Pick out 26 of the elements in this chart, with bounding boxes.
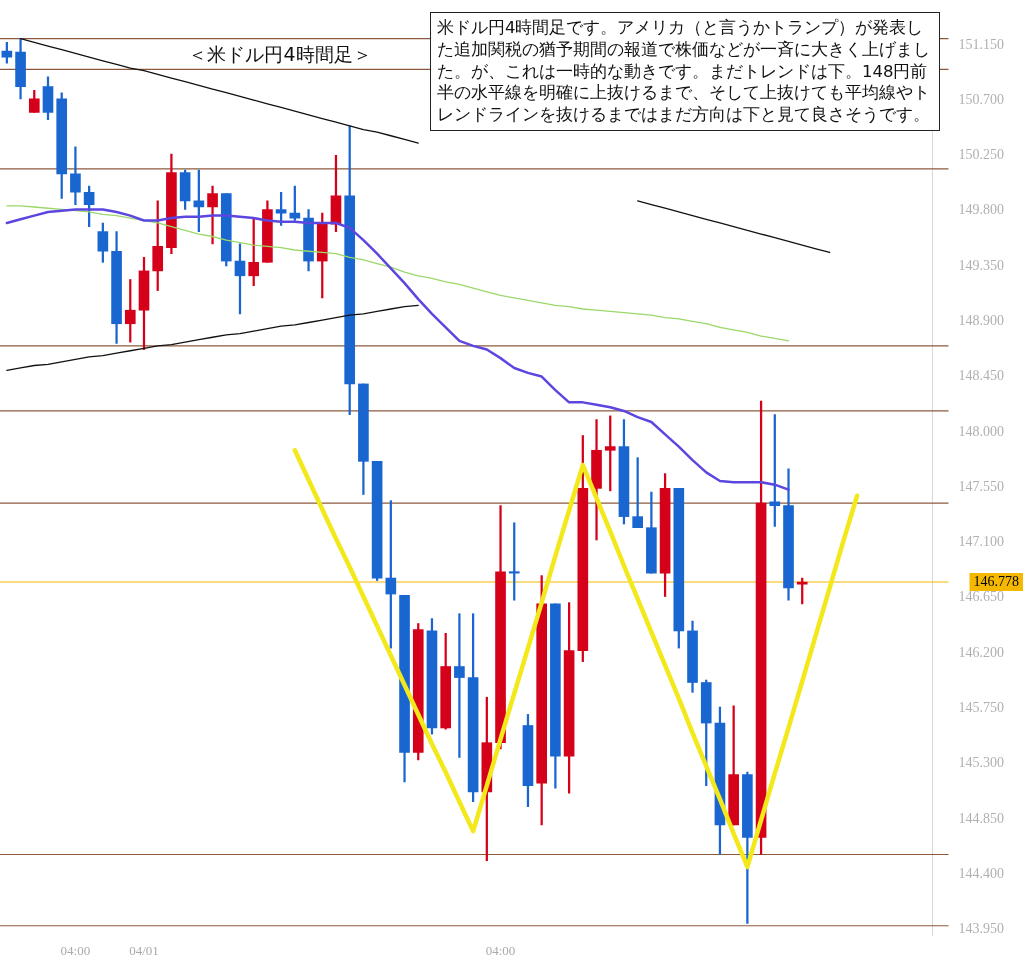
y-tick-label: 143.950 xyxy=(958,921,1004,937)
candlestick xyxy=(454,613,465,758)
y-tick-label: 149.800 xyxy=(958,202,1004,218)
y-tick-label: 148.000 xyxy=(958,423,1004,439)
candlestick xyxy=(70,146,81,205)
y-tick-label: 145.750 xyxy=(958,699,1004,715)
x-tick-label: 04:00 xyxy=(485,942,516,958)
note-box: 米ドル円4時間足です。アメリカ（と言うかトランプ）が発表した追加関税の猶予期間の報道で株価などが一斉に大きく上げました。が、これは一時的な動きです。まだトレンドは下。148円前半の水平線を明確に上抜けるまで、そして上抜けても平均線やトレンドラインを抜けるまではまだ方向は下と見て良さそうです。 xyxy=(430,12,940,131)
y-tick-label: 151.150 xyxy=(958,36,1004,52)
text: ＜米ドル円4時間足＞ xyxy=(188,43,372,66)
x-tick-label: 04/01 xyxy=(129,942,159,958)
y-tick-label: 147.550 xyxy=(958,478,1004,494)
y-tick-label: 147.100 xyxy=(958,534,1004,550)
y-tick-label: 148.900 xyxy=(958,312,1004,328)
y-tick-label: 146.200 xyxy=(958,644,1004,660)
y-tick-label: 144.400 xyxy=(958,865,1004,881)
y-tick-label: 148.450 xyxy=(958,368,1004,384)
y-tick-label: 149.350 xyxy=(958,257,1004,273)
y-tick-label: 150.700 xyxy=(958,91,1004,107)
y-tick-label: 145.300 xyxy=(958,755,1004,771)
candlestick xyxy=(207,185,218,245)
y-tick-label: 146.650 xyxy=(958,589,1004,605)
ref-line-label: 146.778 xyxy=(973,573,1019,589)
x-tick-label: 04:00 xyxy=(60,942,91,958)
y-tick-label: 150.250 xyxy=(958,147,1004,163)
y-tick-label: 144.850 xyxy=(958,810,1004,826)
